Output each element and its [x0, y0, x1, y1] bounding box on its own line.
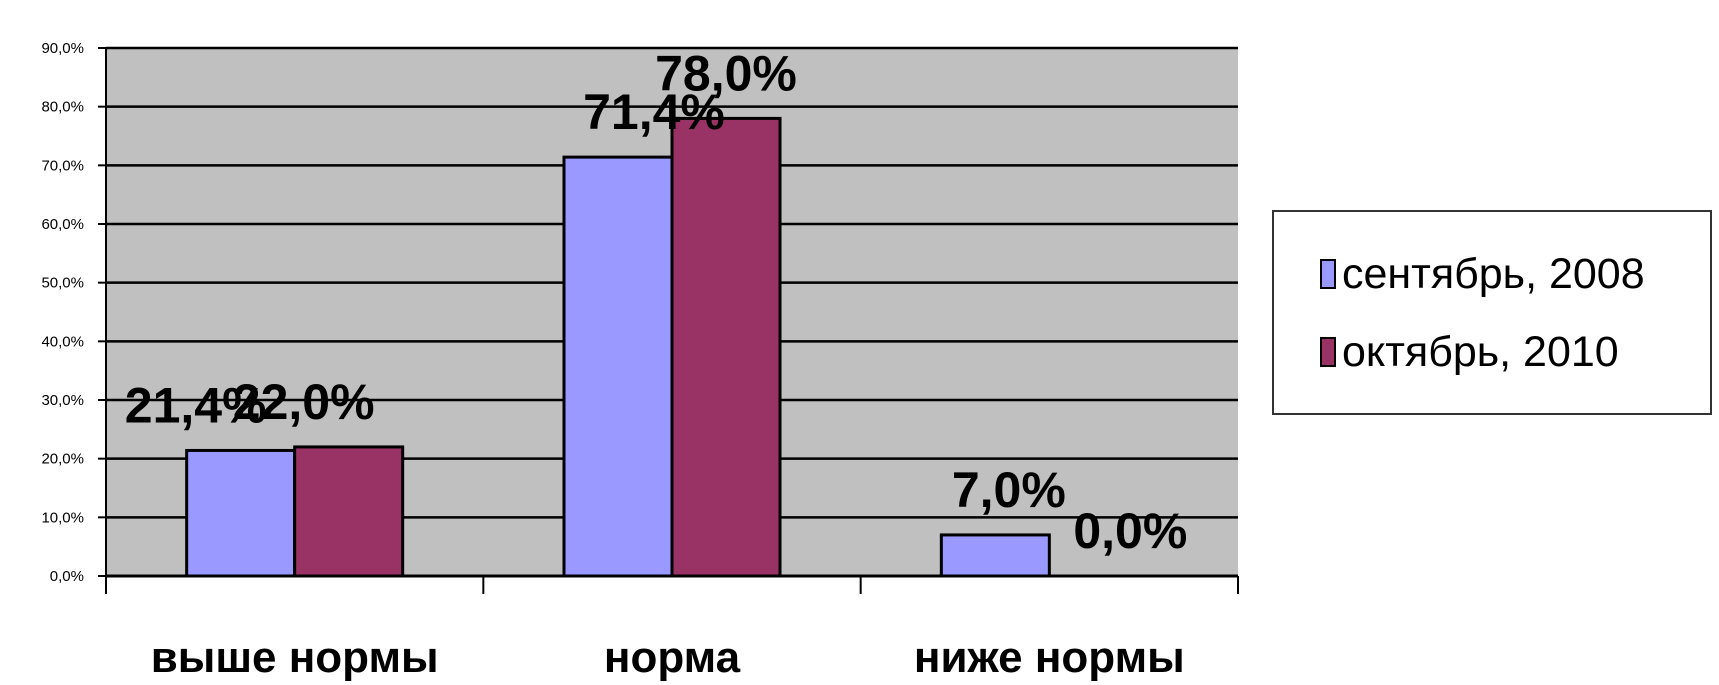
y-tick-label: 40,0%: [41, 333, 84, 350]
data-label-1-1: 21,4%: [125, 377, 267, 433]
data-label-2-1: 22,0%: [233, 374, 375, 430]
data-label-1-3: 7,0%: [952, 462, 1066, 518]
bar-1-1: [185, 448, 297, 578]
legend-item-series-1: сентябрь, 2008: [1320, 246, 1645, 302]
y-tick-label: 80,0%: [41, 99, 84, 116]
y-tick-label: 0,0%: [50, 568, 84, 585]
legend: сентябрь, 2008 октябрь, 2010: [1272, 210, 1712, 415]
y-axis: 0,0% 10,0% 20,0% 30,0% 40,0% 50,0% 60,0% 70,0% 8…: [41, 40, 107, 585]
y-tick-label: 20,0%: [41, 451, 84, 468]
bar-2-1: [293, 445, 405, 578]
legend-label-series-2: октябрь, 2010: [1342, 327, 1619, 376]
y-tick-label: 50,0%: [41, 275, 84, 292]
legend-swatch-series-1: [1320, 259, 1336, 289]
legend-label-series-1: сентябрь, 2008: [1342, 249, 1645, 298]
y-tick-label: 10,0%: [41, 509, 84, 526]
y-tick-label: 70,0%: [41, 157, 84, 174]
data-label-2-2: 78,0%: [655, 45, 797, 101]
data-labels: 21,4%22,0% 71,4%78,0% 7,0%0,0%: [125, 45, 1188, 559]
category-label-2: норма: [604, 633, 741, 682]
y-tick-label: 30,0%: [41, 392, 84, 409]
bars: [185, 116, 1051, 578]
data-label-2-3: 0,0%: [1073, 503, 1187, 559]
category-label-3: ниже нормы: [914, 633, 1185, 682]
bar-2-2: [670, 116, 782, 578]
y-tick-label: 90,0%: [41, 40, 84, 57]
bar-1-3: [939, 533, 1051, 578]
category-label-1: выше нормы: [151, 633, 439, 682]
y-tick-label: 60,0%: [41, 216, 84, 233]
category-labels: выше нормы норма ниже нормы: [151, 633, 1185, 682]
x-axis: [105, 574, 1239, 594]
legend-swatch-series-2: [1320, 337, 1336, 367]
bar-1-2: [562, 155, 674, 578]
legend-item-series-2: октябрь, 2010: [1320, 324, 1619, 380]
data-label-1-2: 71,4%: [583, 84, 725, 140]
